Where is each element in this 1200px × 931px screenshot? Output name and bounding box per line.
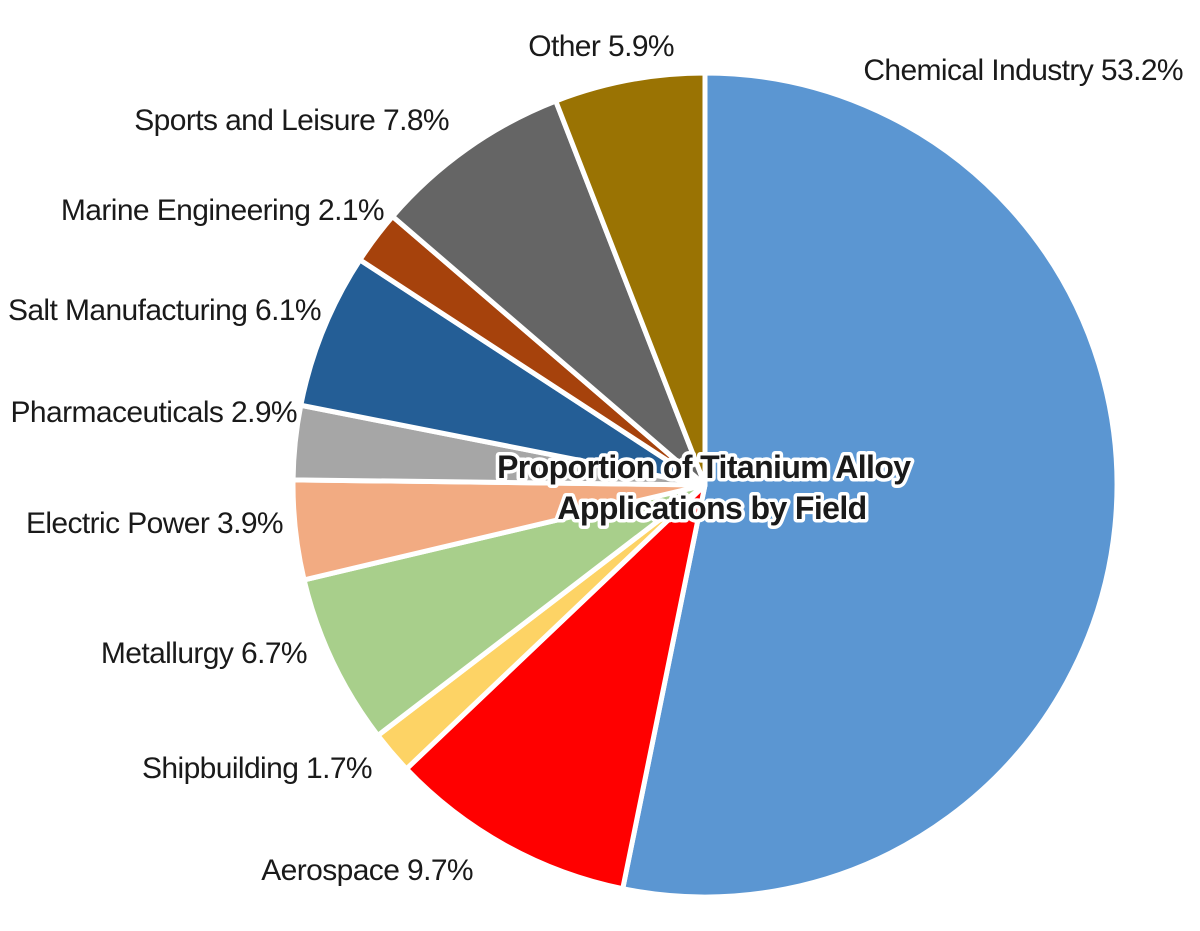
slice-label-sports-and-leisure: Sports and Leisure 7.8% bbox=[134, 104, 449, 137]
slice-labels-layer: Chemical Industry 53.2% Aerospace 9.7% Shi… bbox=[8, 30, 1184, 887]
slice-label-salt-manufacturing: Salt Manufacturing 6.1% bbox=[8, 294, 321, 327]
pie-slice-salt-manufacturing bbox=[298, 257, 708, 488]
slices-layer bbox=[290, 70, 1120, 900]
pie-slice-aerospace bbox=[403, 482, 708, 892]
slice-label-metallurgy: Metallurgy 6.7% bbox=[101, 637, 307, 670]
slice-label-electric-power: Electric Power 3.9% bbox=[26, 507, 283, 540]
slice-label-shipbuilding: Shipbuilding 1.7% bbox=[142, 752, 372, 785]
slice-label-chemical-industry: Chemical Industry 53.2% bbox=[863, 54, 1183, 87]
slice-label-pharmaceuticals: Pharmaceuticals 2.9% bbox=[11, 396, 297, 429]
chart-title: Proportion of Titanium Alloy Application… bbox=[497, 449, 915, 526]
slice-label-other: Other 5.9% bbox=[528, 30, 674, 63]
chart-title-line-2: Applications by Field bbox=[557, 490, 866, 526]
pie-slice-chemical-industry bbox=[620, 70, 1120, 900]
slice-label-marine-engineering: Marine Engineering 2.1% bbox=[61, 194, 384, 227]
pie-slice-other bbox=[553, 70, 708, 488]
pie-slice-metallurgy bbox=[301, 482, 708, 738]
chart-title-line-1: Proportion of Titanium Alloy bbox=[497, 449, 911, 485]
slice-label-aerospace: Aerospace 9.7% bbox=[261, 854, 473, 887]
pie-slice-sports-and-leisure bbox=[390, 98, 708, 488]
